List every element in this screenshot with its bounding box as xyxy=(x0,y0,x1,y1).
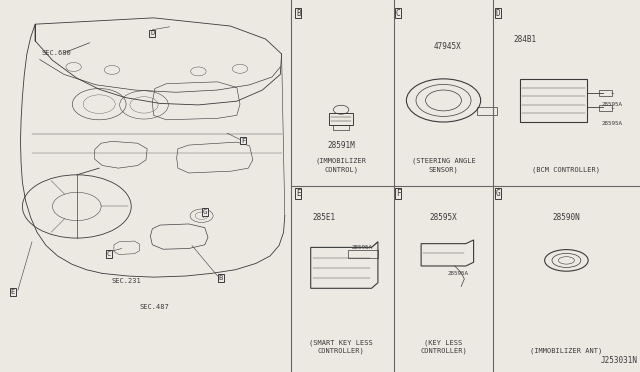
Text: D: D xyxy=(150,31,154,36)
Text: J253031N: J253031N xyxy=(601,356,638,365)
Text: SEC.680: SEC.680 xyxy=(42,50,71,56)
Text: G: G xyxy=(495,189,500,198)
Text: E: E xyxy=(296,189,301,198)
Text: (IMMOBILIZER
CONTROL): (IMMOBILIZER CONTROL) xyxy=(316,158,367,173)
Bar xyxy=(329,113,353,125)
Bar xyxy=(599,105,612,111)
Text: F: F xyxy=(241,138,245,144)
Text: 28595A: 28595A xyxy=(351,245,372,250)
Text: D: D xyxy=(495,9,500,17)
Bar xyxy=(520,79,588,122)
Text: 28590N: 28590N xyxy=(552,213,580,222)
Text: 47945X: 47945X xyxy=(434,42,462,51)
Text: 28595A: 28595A xyxy=(447,271,468,276)
Text: (SMART KEY LESS
CONTROLLER): (SMART KEY LESS CONTROLLER) xyxy=(309,339,373,354)
Text: G: G xyxy=(203,209,207,215)
Text: SEC.231: SEC.231 xyxy=(112,278,141,284)
Text: C: C xyxy=(396,9,401,17)
Text: 28595A: 28595A xyxy=(602,121,623,126)
Text: 28595A: 28595A xyxy=(602,102,623,107)
Bar xyxy=(348,250,378,258)
Bar xyxy=(333,125,349,130)
Text: B: B xyxy=(219,275,223,281)
Text: 285E1: 285E1 xyxy=(313,213,336,222)
Text: 284B1: 284B1 xyxy=(513,35,536,44)
Text: F: F xyxy=(396,189,401,198)
Text: SEC.487: SEC.487 xyxy=(140,304,169,310)
Text: E: E xyxy=(11,289,15,295)
Text: C: C xyxy=(107,251,111,257)
Bar xyxy=(599,90,612,96)
Text: B: B xyxy=(296,9,301,17)
Text: (KEY LESS
CONTROLLER): (KEY LESS CONTROLLER) xyxy=(420,339,467,354)
Text: (IMMOBILIZER ANT): (IMMOBILIZER ANT) xyxy=(531,348,602,354)
Text: (BCM CONTROLLER): (BCM CONTROLLER) xyxy=(532,167,600,173)
Text: 28595X: 28595X xyxy=(429,213,458,222)
Text: (STEERING ANGLE
SENSOR): (STEERING ANGLE SENSOR) xyxy=(412,158,476,173)
Text: 28591M: 28591M xyxy=(327,141,355,150)
